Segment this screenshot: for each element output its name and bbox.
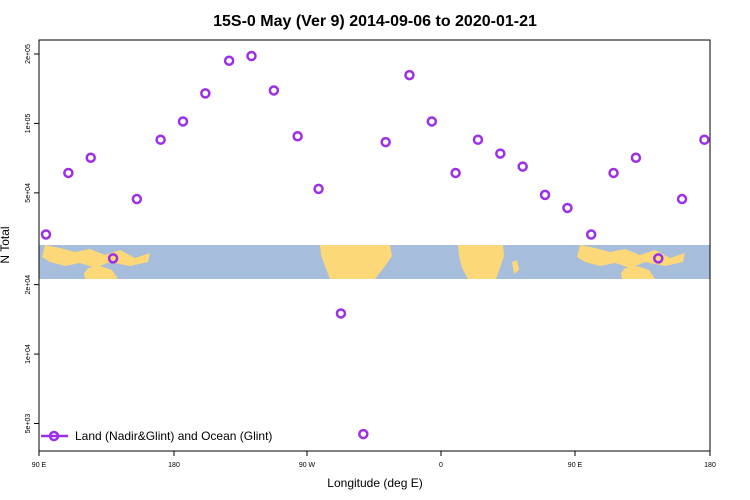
data-point	[40, 229, 52, 240]
data-point	[630, 152, 642, 163]
data-point	[335, 308, 347, 319]
data-point	[472, 134, 484, 145]
data-point	[676, 193, 688, 205]
y-tick-label: 1e+04	[25, 344, 32, 364]
land-africa	[458, 245, 504, 279]
data-point	[450, 167, 461, 179]
land-australia-2	[621, 266, 655, 279]
data-point	[517, 161, 528, 172]
data-point	[585, 229, 597, 240]
map-band	[39, 245, 710, 279]
land-south-america	[320, 245, 392, 279]
data-point	[426, 116, 438, 127]
x-tick-label: 90 E	[32, 462, 47, 469]
data-point	[131, 193, 143, 205]
x-tick-label: 180	[168, 462, 180, 469]
legend: Land (Nadir&Glint) and Ocean (Glint)	[41, 429, 272, 443]
x-axis-label: Longitude (deg E)	[327, 476, 422, 490]
data-point	[539, 189, 551, 201]
data-point	[63, 167, 74, 179]
x-tick-label: 90 W	[299, 462, 316, 469]
data-point	[380, 136, 391, 148]
land-indonesia-1	[42, 245, 150, 268]
y-axis-ticks: 5e+03 1e+04 2e+04 5e+04 1e+05 2e+05	[25, 44, 39, 433]
data-point	[85, 152, 96, 163]
chart-title: 15S-0 May (Ver 9) 2014-09-06 to 2020-01-…	[213, 13, 537, 30]
land-australia-1	[84, 266, 118, 279]
data-point	[155, 134, 166, 145]
y-tick-label: 5e+04	[25, 183, 32, 203]
data-point	[200, 88, 211, 99]
land-madagascar	[512, 260, 519, 274]
data-point	[653, 253, 664, 264]
data-point	[404, 69, 415, 81]
data-point	[292, 130, 303, 142]
y-tick-label: 2e+04	[25, 275, 32, 295]
y-axis-label: N Total	[0, 226, 12, 263]
x-tick-label: 0	[439, 462, 443, 469]
data-point	[223, 55, 235, 66]
legend-label: Land (Nadir&Glint) and Ocean (Glint)	[75, 429, 272, 443]
data-points	[40, 50, 710, 440]
data-point	[699, 134, 710, 145]
data-point	[313, 183, 324, 195]
data-point	[358, 428, 369, 440]
y-tick-label: 5e+03	[25, 414, 32, 434]
data-point	[562, 202, 573, 214]
plot-area-border	[38, 39, 711, 452]
y-tick-label: 1e+05	[25, 114, 32, 134]
data-point	[246, 50, 257, 62]
data-point	[608, 167, 619, 179]
data-point	[495, 148, 506, 159]
map-land	[42, 245, 685, 279]
y-tick-label: 2e+05	[25, 44, 32, 64]
x-tick-label: 90 E	[568, 462, 583, 469]
legend-marker	[48, 430, 60, 442]
data-point	[268, 85, 280, 96]
x-axis-ticks: 90 E 180 90 W 0 90 E 180	[32, 451, 716, 469]
data-point	[107, 253, 119, 264]
data-point	[177, 116, 189, 127]
x-tick-label: 180	[704, 462, 716, 469]
